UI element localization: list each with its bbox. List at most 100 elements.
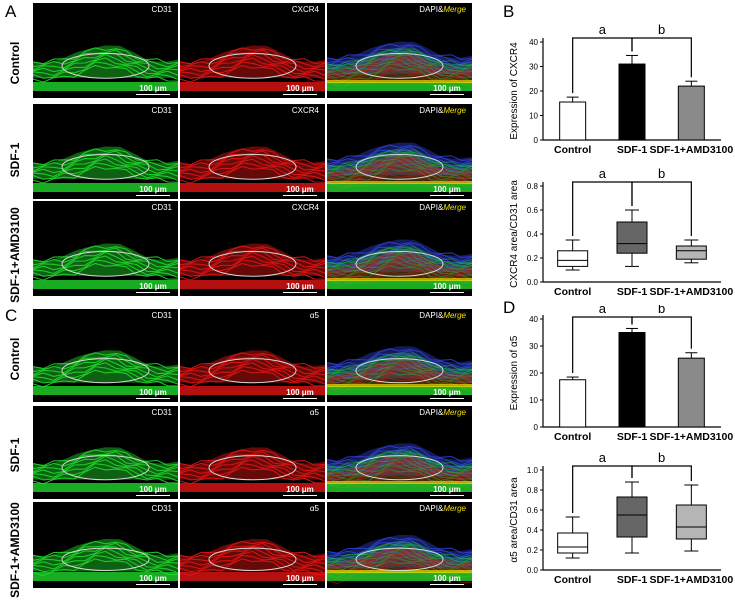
y-tick-label: 10 xyxy=(529,112,538,121)
panel-letter-a: A xyxy=(5,2,17,21)
scale-bar: 100 μm xyxy=(283,185,317,196)
significance-bracket xyxy=(631,181,692,236)
c-channel-label: α5 xyxy=(309,311,319,320)
significance-bracket xyxy=(631,37,692,78)
y-tick-label: 0.8 xyxy=(527,182,539,191)
x-tick-label: Control xyxy=(554,431,591,443)
scale-bar: 100 μm xyxy=(283,388,317,399)
x-tick-label: Control xyxy=(554,574,591,586)
x-tick-label: SDF-1 xyxy=(617,144,647,156)
bar-1 xyxy=(618,332,646,428)
chart-cxcr4-expression: 0 10 20 30 40 Expression of CXCR4 Control SDF-1… xyxy=(503,18,733,160)
a-micrograph-r0-c1: CXCR4 100 μm xyxy=(180,3,325,98)
significance-label: b xyxy=(658,166,665,181)
bar-0 xyxy=(559,379,587,428)
x-tick-label: Control xyxy=(554,286,591,298)
scale-bar: 100 μm xyxy=(430,84,464,95)
y-tick-label: 0.0 xyxy=(527,566,539,575)
y-tick-label: 30 xyxy=(529,63,538,72)
y-tick-label: 0.2 xyxy=(527,254,539,263)
significance-label: b xyxy=(658,305,665,316)
a-micrograph-r2-c0: CD31 100 μm xyxy=(33,201,178,296)
scale-bar: 100 μm xyxy=(430,388,464,399)
significance-label: a xyxy=(599,22,607,37)
y-tick-label: 0.6 xyxy=(527,206,539,215)
y-axis-label: Expression of CXCR4 xyxy=(509,42,520,140)
c-micrograph-r1-c2: DAPI&Merge 100 μm xyxy=(327,406,472,499)
a-channel-label: DAPI&Merge xyxy=(419,5,466,14)
scale-bar: 100 μm xyxy=(136,388,170,399)
x-tick-label: SDF-1+AMD3100 xyxy=(649,286,733,298)
y-tick-label: 20 xyxy=(529,369,538,378)
c-micrograph-r0-c1: α5 100 μm xyxy=(180,309,325,402)
scale-bar: 100 μm xyxy=(283,574,317,585)
a-micrograph-r2-c1: CXCR4 100 μm xyxy=(180,201,325,296)
significance-label: a xyxy=(599,305,607,316)
significance-label: a xyxy=(599,450,607,465)
a-micrograph-r1-c1: CXCR4 100 μm xyxy=(180,104,325,199)
a-channel-label: CD31 xyxy=(151,106,172,115)
panel-letter-b: B xyxy=(503,2,515,21)
box-1 xyxy=(616,221,648,254)
y-tick-label: 40 xyxy=(529,315,538,324)
y-tick-label: 0.0 xyxy=(527,278,539,287)
y-tick-label: 0.4 xyxy=(527,526,539,535)
scale-bar: 100 μm xyxy=(136,574,170,585)
scale-bar: 100 μm xyxy=(430,185,464,196)
scale-bar: 100 μm xyxy=(283,84,317,95)
y-axis-label: CXCR4 area/CD31 area xyxy=(509,180,520,288)
significance-label: a xyxy=(599,166,607,181)
a-channel-label: DAPI&Merge xyxy=(419,203,466,212)
row-label-control-a: Control xyxy=(8,41,22,85)
y-tick-label: 30 xyxy=(529,342,538,351)
a-channel-label: CXCR4 xyxy=(291,106,319,115)
c-micrograph-r0-c2: DAPI&Merge 100 μm xyxy=(327,309,472,402)
significance-bracket xyxy=(631,316,692,349)
c-micrograph-r2-c0: CD31 100 μm xyxy=(33,502,178,588)
x-tick-label: SDF-1+AMD3100 xyxy=(649,144,733,156)
c-micrograph-r2-c1: α5 100 μm xyxy=(180,502,325,588)
bar-2 xyxy=(677,357,705,428)
bar-2 xyxy=(677,85,705,141)
a-micrograph-r2-c2: DAPI&Merge 100 μm xyxy=(327,201,472,296)
x-tick-label: Control xyxy=(554,144,591,156)
significance-label: b xyxy=(658,22,665,37)
y-tick-label: 0.8 xyxy=(527,486,539,495)
a-micrograph-r1-c2: DAPI&Merge 100 μm xyxy=(327,104,472,199)
a-channel-label: DAPI&Merge xyxy=(419,106,466,115)
scale-bar: 100 μm xyxy=(136,185,170,196)
panel-letter-c: C xyxy=(5,306,18,325)
c-channel-label: α5 xyxy=(309,408,319,417)
y-tick-label: 20 xyxy=(529,87,538,96)
a-micrograph-r0-c0: CD31 100 μm xyxy=(33,3,178,98)
y-tick-label: 0 xyxy=(534,423,539,432)
a-micrograph-r0-c2: DAPI&Merge 100 μm xyxy=(327,3,472,98)
scale-bar: 100 μm xyxy=(283,282,317,293)
box-2 xyxy=(675,504,707,540)
a-micrograph-r1-c0: CD31 100 μm xyxy=(33,104,178,199)
y-tick-label: 0.4 xyxy=(527,230,539,239)
x-tick-label: SDF-1+AMD3100 xyxy=(649,431,733,443)
x-tick-label: SDF-1 xyxy=(617,574,647,586)
y-axis-label: α5 area/CD31 area xyxy=(509,477,520,563)
scale-bar: 100 μm xyxy=(283,485,317,496)
bar-1 xyxy=(618,63,646,141)
scale-bar: 100 μm xyxy=(430,574,464,585)
bar-0 xyxy=(559,101,587,141)
c-channel-label: CD31 xyxy=(151,311,172,320)
y-tick-label: 1.0 xyxy=(527,466,539,475)
c-channel-label: α5 xyxy=(309,504,319,513)
c-channel-label: DAPI&Merge xyxy=(419,504,466,513)
c-channel-label: DAPI&Merge xyxy=(419,408,466,417)
chart-a5-expression: 0 10 20 30 40 Expression of α5 Control SDF-1 SDF… xyxy=(503,301,733,447)
c-channel-label: CD31 xyxy=(151,504,172,513)
box-1 xyxy=(616,496,648,538)
a-channel-label: CD31 xyxy=(151,203,172,212)
row-label-amd-a: SDF-1+AMD3100 xyxy=(8,207,22,303)
scale-bar: 100 μm xyxy=(136,282,170,293)
box-0 xyxy=(557,532,589,554)
y-tick-label: 40 xyxy=(529,38,538,47)
row-label-control-c: Control xyxy=(8,337,22,381)
chart-a5-ratio: 0.0 0.2 0.4 0.6 0.8 1.0 α5 area/CD31 area Contr… xyxy=(503,448,733,590)
y-tick-label: 0.6 xyxy=(527,506,539,515)
